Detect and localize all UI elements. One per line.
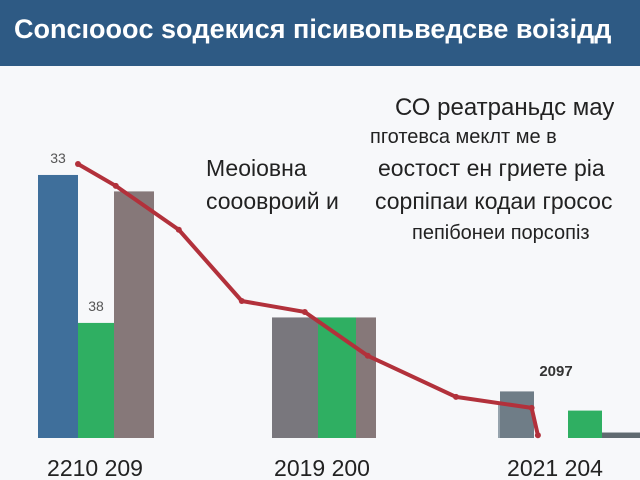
trend-point bbox=[301, 308, 308, 315]
group-top-label: 2097 bbox=[539, 363, 572, 380]
chart: 33 38 2210 209 2019 200 2097 2021 204 bbox=[38, 150, 640, 480]
bar-2-2 bbox=[568, 410, 602, 438]
bar-1-2 bbox=[356, 317, 376, 438]
x-tick-label: 2021 204 bbox=[507, 455, 603, 480]
annotation-line: СО реатраньдс мау bbox=[395, 94, 615, 121]
bar-1-1 bbox=[318, 317, 356, 438]
trend-point bbox=[75, 161, 81, 167]
annotation-line: сооовроий и bbox=[206, 188, 339, 214]
x-tick-label: 2210 209 bbox=[47, 455, 143, 480]
chart-title: Сonсıoooc soдекися пісивопьведсве воізід… bbox=[14, 14, 612, 44]
bar-2-1 bbox=[500, 391, 534, 438]
annotation-line: пготевса меклт ме в bbox=[370, 126, 557, 148]
trend-point bbox=[238, 298, 245, 304]
bar-0-2 bbox=[114, 191, 154, 438]
trend-point bbox=[112, 182, 119, 189]
trend-point bbox=[453, 393, 459, 400]
bar-0-1 bbox=[78, 322, 114, 438]
bar-value-label: 38 bbox=[88, 298, 104, 314]
annotation-line: еостост ен гриете ріа bbox=[378, 155, 605, 181]
bar-0-0 bbox=[38, 174, 78, 438]
title-bar: Сonсıoooc soдекися пісивопьведсве воізід… bbox=[0, 0, 640, 66]
trend-point bbox=[364, 352, 371, 359]
bar-value-label: 33 bbox=[50, 150, 66, 166]
bar-2-3 bbox=[602, 432, 640, 438]
x-tick-label: 2019 200 bbox=[274, 455, 370, 480]
trend-point bbox=[528, 404, 535, 411]
bar-1-0 bbox=[272, 317, 318, 438]
annotation-line: пепібонеи порсопіз bbox=[412, 222, 590, 244]
annotation-line: Меоіовна bbox=[206, 155, 307, 181]
annotation-line: сорпіпаи кодаи гросос bbox=[375, 188, 613, 214]
trend-point bbox=[534, 432, 541, 439]
trend-point bbox=[175, 226, 182, 233]
